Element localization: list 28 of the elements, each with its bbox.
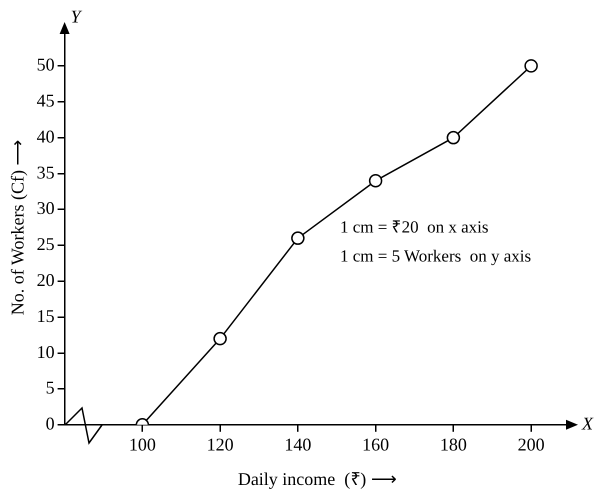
y-tick-label: 5 bbox=[46, 378, 55, 398]
point bbox=[213, 332, 227, 346]
y-tick-label: 50 bbox=[36, 54, 55, 75]
x-tick-label: 180 bbox=[440, 434, 467, 454]
text: X bbox=[581, 414, 594, 434]
y-tick-label: 30 bbox=[36, 198, 55, 218]
point bbox=[291, 231, 305, 245]
x-tick-label: 200 bbox=[518, 434, 545, 454]
y-tick-label: 10 bbox=[36, 342, 55, 362]
annotation: 1 cm = 5 Workers on y axis bbox=[340, 246, 532, 266]
y-tick-label: 25 bbox=[36, 234, 55, 254]
x-tick-label: 160 bbox=[362, 434, 390, 454]
point bbox=[446, 130, 460, 144]
x-tick-label: 140 bbox=[284, 434, 312, 454]
x-tick-label: 120 bbox=[206, 434, 234, 454]
x-tick-label: 100 bbox=[128, 434, 156, 454]
point bbox=[368, 174, 382, 188]
y-tick-label: 0 bbox=[46, 414, 55, 434]
y-axis-title: No. of Workers (Cf) ⟶ bbox=[8, 140, 28, 316]
y-tick-label: 40 bbox=[36, 126, 55, 146]
y-tick-label: 45 bbox=[36, 90, 55, 111]
y-tick-label: 35 bbox=[36, 162, 55, 182]
annotation: 1 cm = ₹20 on x axis bbox=[340, 217, 488, 236]
text: Y bbox=[70, 6, 83, 27]
y-tick-label: 15 bbox=[36, 306, 55, 326]
point bbox=[524, 59, 538, 73]
y-tick-label: 20 bbox=[36, 270, 55, 290]
x-axis-title: Daily income (₹) ⟶ bbox=[238, 468, 397, 489]
